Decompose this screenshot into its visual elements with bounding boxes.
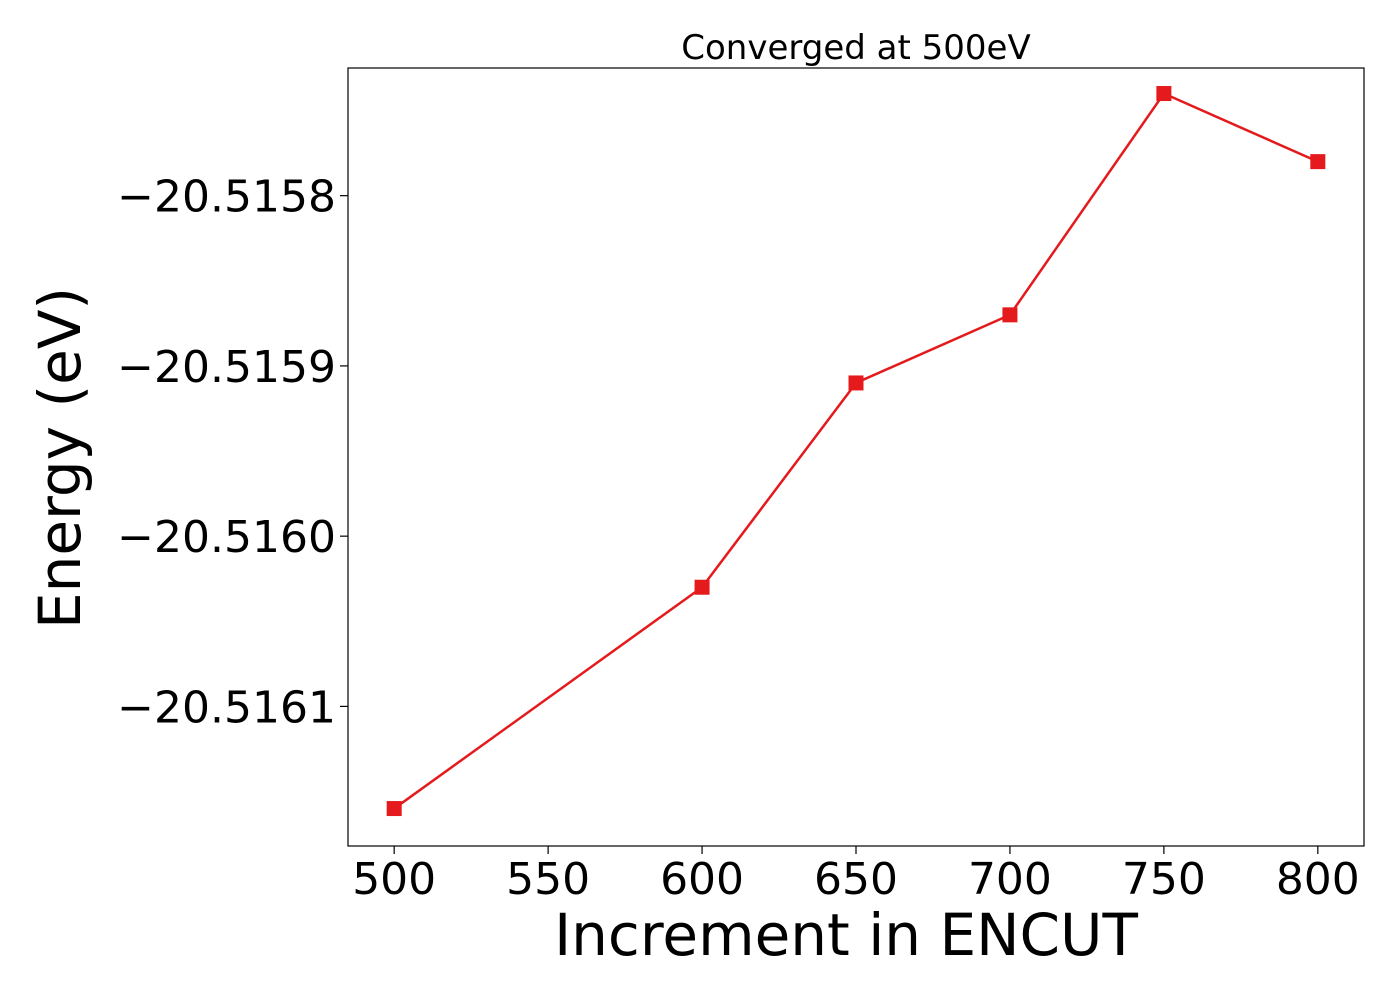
- data-point-marker: [848, 375, 864, 391]
- x-tick-label: 650: [814, 854, 898, 905]
- data-point-marker: [1002, 307, 1018, 323]
- chart-title: Converged at 500eV: [681, 28, 1030, 68]
- x-axis-label: Increment in ENCUT: [554, 901, 1138, 969]
- y-axis-label: Energy (eV): [26, 287, 94, 629]
- y-tick-label: −20.5161: [117, 682, 336, 733]
- x-tick-label: 550: [506, 854, 590, 905]
- x-tick-label: 800: [1276, 854, 1360, 905]
- x-tick-label: 700: [968, 854, 1052, 905]
- axis-ticks: 500 550 600 650 700 750 800 −20.5161 −20.5160 −20…: [117, 172, 1360, 905]
- data-point-marker: [1156, 86, 1172, 102]
- y-tick-label: −20.5159: [117, 342, 336, 393]
- y-tick-label: −20.5160: [117, 512, 336, 563]
- series-line: [393, 92, 1319, 810]
- x-tick-label: 750: [1122, 854, 1206, 905]
- plot-frame: [347, 67, 1365, 847]
- data-point-marker: [386, 801, 402, 817]
- data-point-marker: [1310, 154, 1326, 170]
- x-tick-label: 600: [660, 854, 744, 905]
- y-tick-label: −20.5158: [117, 172, 336, 223]
- plot-area: [386, 86, 1326, 817]
- x-tick-label: 500: [352, 854, 436, 905]
- data-point-marker: [694, 579, 710, 595]
